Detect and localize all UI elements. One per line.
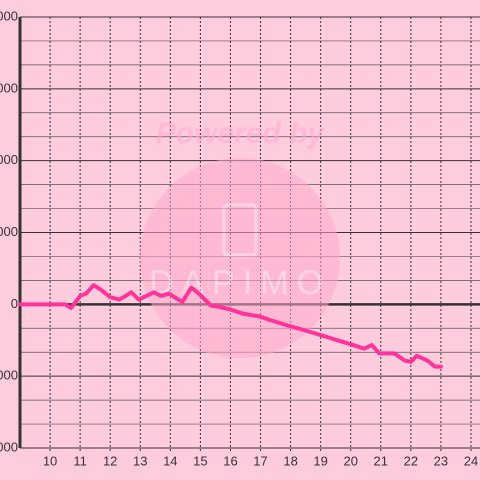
x-tick-label: 18 [283, 453, 297, 468]
x-tick-label: 12 [103, 453, 117, 468]
y-tick-label: -6,000 [0, 439, 18, 454]
watermark-text: Powered by [156, 117, 326, 150]
x-tick-label: 13 [133, 453, 147, 468]
plot: -6,000 -3,000 0 3,000 6,000 9,000 12,000 10 11 12… [0, 8, 478, 468]
watermark: Powered by DAPIMO [140, 117, 340, 358]
y-tick-label: 9,000 [0, 80, 18, 95]
watermark-circle [140, 158, 340, 358]
x-tick-label: 10 [43, 453, 57, 468]
x-tick-label: 23 [434, 453, 448, 468]
y-tick-label: 0 [11, 296, 18, 311]
x-tick-label: 14 [163, 453, 177, 468]
x-tick-label: 21 [374, 453, 388, 468]
x-tick-label: 19 [313, 453, 327, 468]
x-tick-label: 20 [343, 453, 357, 468]
data-line [18, 283, 443, 369]
y-tick-label: -3,000 [0, 368, 18, 383]
x-tick-label: 22 [404, 453, 418, 468]
watermark-logo: DAPIMO [149, 264, 331, 302]
y-tick-label: 3,000 [0, 224, 18, 239]
x-tick-label: 24 [464, 453, 478, 468]
y-tick-label: 6,000 [0, 152, 18, 167]
y-tick-label: 12,000 [0, 8, 18, 23]
x-tick-label: 15 [193, 453, 207, 468]
x-tick-label: 17 [253, 453, 267, 468]
watermark-icon [222, 203, 258, 257]
x-tick-label: 16 [223, 453, 237, 468]
x-tick-label: 11 [73, 453, 87, 468]
